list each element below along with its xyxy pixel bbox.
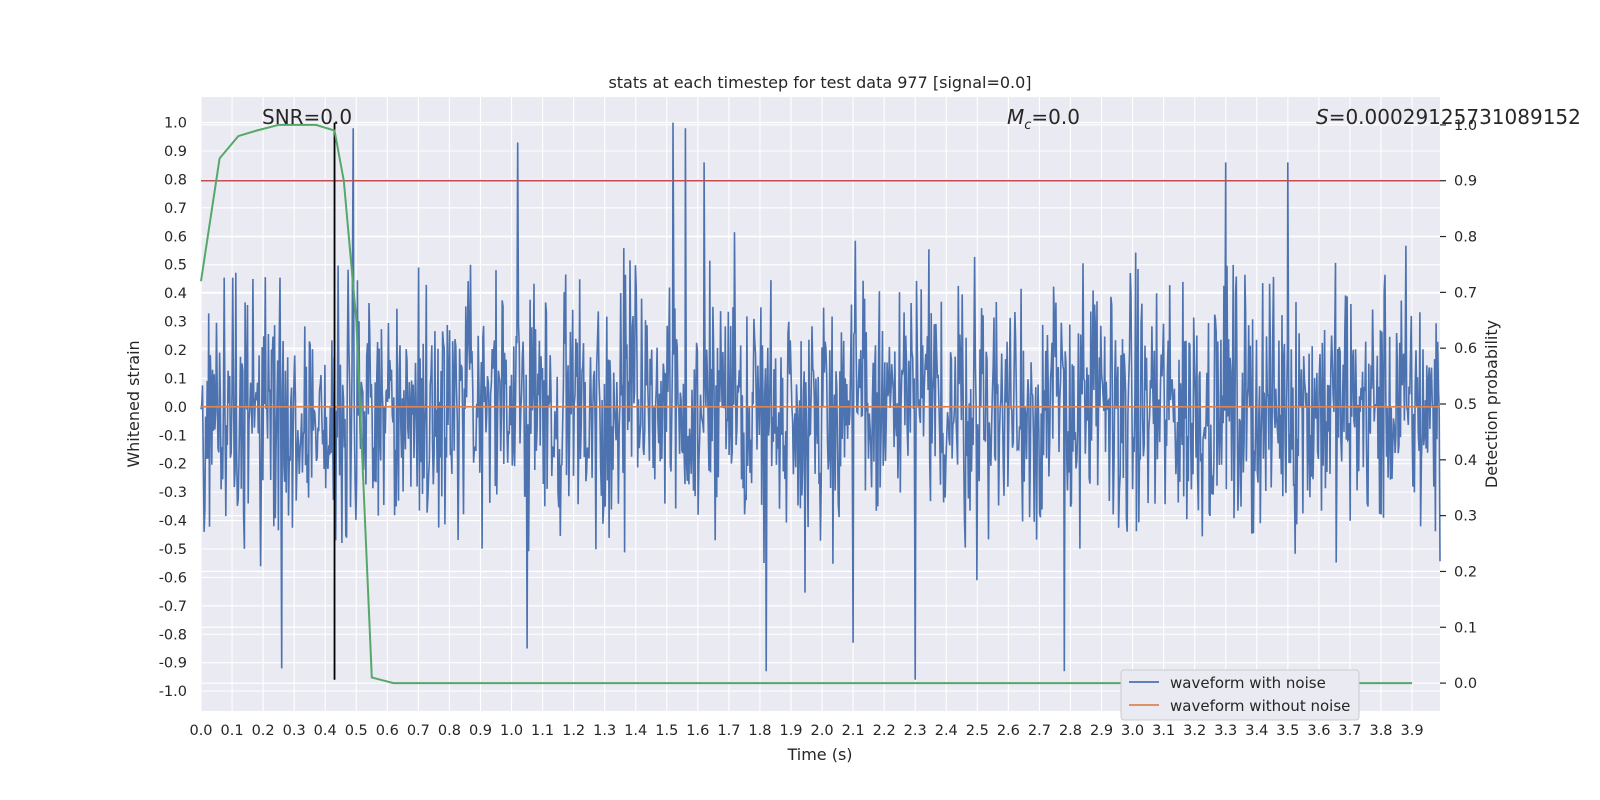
right-y-tick-label-7: 0.3 bbox=[1454, 509, 1477, 525]
x-tick-label-4: 0.4 bbox=[314, 723, 337, 739]
right-y-axis-ticks: 1.0 0.9 0.8 0.7 0.6 0.5 0.4 0.3 0.2 0.1 0.0 bbox=[1440, 118, 1477, 692]
s-symbol: S bbox=[1316, 105, 1329, 129]
snr-s-annotation: S=0.00029125731089152 bbox=[1316, 105, 1581, 129]
right-y-tick-label-4: 0.6 bbox=[1454, 341, 1477, 357]
legend-label-noise: waveform with noise bbox=[1170, 674, 1326, 692]
left-y-tick-label-19: -0.9 bbox=[159, 656, 187, 672]
left-y-tick-label-13: -0.3 bbox=[159, 485, 187, 501]
left-y-tick-label-10: 0.0 bbox=[164, 400, 187, 416]
chirp-mass-annotation: Mc=0.0 bbox=[1007, 105, 1080, 133]
right-y-tick-label-6: 0.4 bbox=[1454, 453, 1477, 469]
x-tick-label-17: 1.7 bbox=[717, 723, 740, 739]
x-tick-label-16: 1.6 bbox=[686, 723, 709, 739]
right-y-tick-label-9: 0.1 bbox=[1454, 620, 1477, 636]
x-tick-label-7: 0.7 bbox=[407, 723, 430, 739]
right-y-tick-label-1: 0.9 bbox=[1454, 174, 1477, 190]
left-y-tick-label-11: -0.1 bbox=[159, 428, 187, 444]
x-tick-label-19: 1.9 bbox=[779, 723, 802, 739]
x-tick-label-38: 3.8 bbox=[1369, 723, 1392, 739]
left-y-axis-ticks: 1.0 0.9 0.8 0.7 0.6 0.5 0.4 0.3 0.2 0.1 0.0 -0.1 -0.… bbox=[159, 116, 187, 701]
x-tick-label-9: 0.9 bbox=[469, 723, 492, 739]
x-axis-ticks: 0.0 0.1 0.2 0.3 0.4 0.5 0.6 0.7 0.8 0.9 1.0 1.1 1.2 1… bbox=[189, 723, 1423, 739]
left-y-tick-label-17: -0.7 bbox=[159, 599, 187, 615]
left-y-tick-label-3: 0.7 bbox=[164, 201, 187, 217]
left-y-tick-label-7: 0.3 bbox=[164, 315, 187, 331]
x-tick-label-27: 2.7 bbox=[1028, 723, 1051, 739]
x-tick-label-31: 3.1 bbox=[1152, 723, 1175, 739]
left-y-tick-label-9: 0.1 bbox=[164, 371, 187, 387]
chart-title: stats at each timestep for test data 977… bbox=[608, 73, 1031, 92]
x-tick-label-36: 3.6 bbox=[1307, 723, 1330, 739]
left-y-tick-label-20: -1.0 bbox=[159, 684, 187, 700]
left-y-tick-label-14: -0.4 bbox=[159, 514, 187, 530]
x-tick-label-6: 0.6 bbox=[376, 723, 399, 739]
left-y-tick-label-15: -0.5 bbox=[159, 542, 187, 558]
x-tick-label-18: 1.8 bbox=[748, 723, 771, 739]
x-tick-label-11: 1.1 bbox=[531, 723, 554, 739]
mc-subscript: c bbox=[1024, 118, 1031, 133]
x-tick-label-13: 1.3 bbox=[593, 723, 616, 739]
x-tick-label-8: 0.8 bbox=[438, 723, 461, 739]
right-y-axis-label: Detection probability bbox=[1482, 320, 1501, 488]
x-tick-label-25: 2.5 bbox=[966, 723, 989, 739]
right-y-tick-label-5: 0.5 bbox=[1454, 397, 1477, 413]
mc-value: =0.0 bbox=[1031, 105, 1080, 129]
right-y-tick-label-2: 0.8 bbox=[1454, 230, 1477, 246]
left-y-tick-label-16: -0.6 bbox=[159, 570, 187, 586]
x-tick-label-3: 0.3 bbox=[283, 723, 306, 739]
x-axis-label: Time (s) bbox=[786, 745, 852, 764]
x-tick-label-34: 3.4 bbox=[1245, 723, 1268, 739]
x-tick-label-26: 2.6 bbox=[997, 723, 1020, 739]
x-tick-label-30: 3.0 bbox=[1121, 723, 1144, 739]
x-tick-label-37: 3.7 bbox=[1338, 723, 1361, 739]
x-tick-label-22: 2.2 bbox=[873, 723, 896, 739]
noise-trace bbox=[200, 122, 1441, 680]
x-tick-label-24: 2.4 bbox=[935, 723, 958, 739]
right-y-tick-label-0: 1.0 bbox=[1454, 118, 1477, 134]
x-tick-label-20: 2.0 bbox=[811, 723, 834, 739]
noisy-waveform bbox=[200, 122, 1441, 680]
x-tick-label-2: 0.2 bbox=[252, 723, 275, 739]
legend: waveform with noise waveform without noi… bbox=[1120, 669, 1360, 721]
s-value: =0.00029125731089152 bbox=[1329, 105, 1581, 129]
x-tick-label-33: 3.3 bbox=[1214, 723, 1237, 739]
x-tick-label-15: 1.5 bbox=[655, 723, 678, 739]
x-tick-label-12: 1.2 bbox=[562, 723, 585, 739]
snr-annotation: SNR=0.0 bbox=[262, 105, 352, 129]
left-y-tick-label-4: 0.6 bbox=[164, 229, 187, 245]
left-y-tick-label-6: 0.4 bbox=[164, 286, 187, 302]
left-y-tick-label-0: 1.0 bbox=[164, 116, 187, 132]
x-tick-label-28: 2.8 bbox=[1059, 723, 1082, 739]
legend-box bbox=[1120, 669, 1360, 721]
x-tick-label-10: 1.0 bbox=[500, 723, 523, 739]
mc-symbol: M bbox=[1007, 105, 1024, 129]
left-y-tick-label-2: 0.8 bbox=[164, 172, 187, 188]
right-y-tick-label-10: 0.0 bbox=[1454, 676, 1477, 692]
x-tick-label-29: 2.9 bbox=[1090, 723, 1113, 739]
right-y-tick-label-3: 0.7 bbox=[1454, 285, 1477, 301]
left-y-axis-label: Whitened strain bbox=[124, 340, 143, 467]
left-y-tick-label-8: 0.2 bbox=[164, 343, 187, 359]
left-y-tick-label-5: 0.5 bbox=[164, 258, 187, 274]
x-tick-label-0: 0.0 bbox=[189, 723, 212, 739]
left-y-tick-label-1: 0.9 bbox=[164, 144, 187, 160]
x-tick-label-5: 0.5 bbox=[345, 723, 368, 739]
x-tick-label-32: 3.2 bbox=[1183, 723, 1206, 739]
x-tick-label-1: 0.1 bbox=[221, 723, 244, 739]
left-y-tick-label-12: -0.2 bbox=[159, 457, 187, 473]
legend-label-clean: waveform without noise bbox=[1170, 697, 1350, 715]
x-tick-label-35: 3.5 bbox=[1276, 723, 1299, 739]
left-y-tick-label-18: -0.8 bbox=[159, 627, 187, 643]
right-y-tick-label-8: 0.2 bbox=[1454, 564, 1477, 580]
x-tick-label-14: 1.4 bbox=[624, 723, 647, 739]
x-tick-label-21: 2.1 bbox=[842, 723, 865, 739]
x-tick-label-23: 2.3 bbox=[904, 723, 927, 739]
detection-probability-line bbox=[200, 123, 1413, 685]
x-tick-label-39: 3.9 bbox=[1401, 723, 1424, 739]
